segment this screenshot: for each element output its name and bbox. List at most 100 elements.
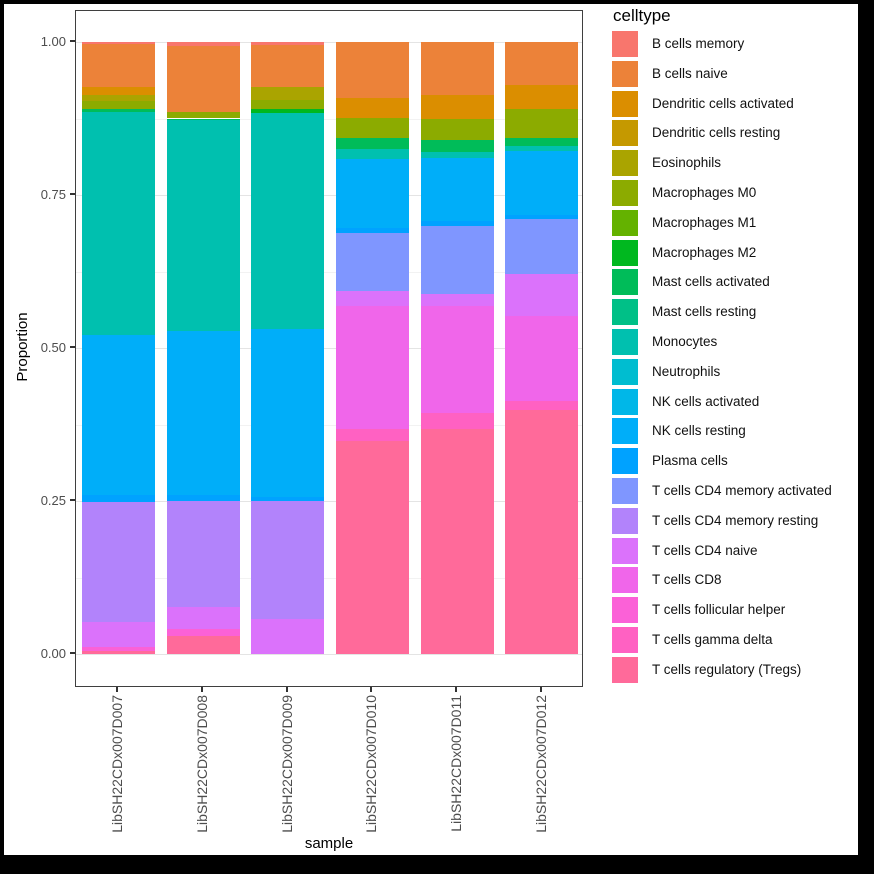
bar-segment — [335, 98, 409, 118]
bar-segment — [335, 138, 409, 150]
bar-segment — [251, 109, 325, 113]
bar-segment — [335, 117, 409, 139]
y-tick-mark — [70, 652, 75, 654]
gridline-major — [76, 654, 582, 655]
legend-item-label: T cells CD4 memory resting — [652, 512, 819, 528]
bar-segment — [166, 606, 240, 629]
stacked-bar — [166, 11, 240, 686]
legend-key — [612, 120, 638, 147]
legend-key — [612, 239, 638, 266]
gridline-minor — [76, 424, 582, 426]
legend-key — [612, 60, 638, 87]
stacked-bar — [81, 11, 155, 686]
bar-segment — [335, 291, 409, 306]
x-tick-mark — [455, 687, 457, 692]
bar-segment — [166, 501, 240, 607]
legend-key — [612, 597, 638, 624]
x-tick-mark — [285, 687, 288, 692]
gridline-minor — [76, 271, 582, 273]
legend-key — [612, 299, 638, 326]
legend-item-label: Dendritic cells resting — [652, 125, 781, 141]
bar-segment — [335, 158, 409, 229]
bar-segment — [505, 150, 579, 216]
bar-segment — [166, 118, 240, 121]
gridline-major — [76, 195, 582, 196]
legend-item-label: T cells CD4 memory activated — [652, 483, 832, 498]
legend-item-label: Mast cells resting — [652, 304, 757, 320]
y-tick-mark — [70, 499, 75, 501]
legend-item-label: T cells CD4 naive — [652, 542, 758, 558]
x-tick-mark — [116, 687, 119, 692]
bar-segment — [505, 409, 579, 654]
bar-segment — [420, 95, 494, 120]
bar-segment — [251, 87, 325, 100]
bar-segment — [335, 441, 409, 654]
stacked-bar — [505, 11, 579, 686]
legend-item-label: Macrophages M1 — [652, 214, 757, 230]
legend-key — [612, 507, 638, 534]
legend-item-label: Mast cells activated — [652, 274, 770, 290]
bar-segment — [166, 494, 240, 501]
bar-segment — [420, 158, 494, 221]
legend-key — [612, 388, 638, 415]
y-tick-label: 0.00 — [40, 646, 66, 661]
legend-key — [612, 90, 638, 117]
bar-segment — [335, 232, 409, 292]
bar-segment — [81, 334, 155, 496]
bar-segment — [81, 44, 155, 88]
bar-segment — [81, 94, 155, 102]
legend-item-label: T cells regulatory (Tregs) — [652, 661, 802, 677]
bar-segment — [251, 619, 325, 654]
legend-item-label: T cells follicular helper — [652, 602, 786, 618]
bar-segment — [420, 226, 494, 295]
stacked-bar — [251, 11, 325, 686]
legend-key — [612, 627, 638, 653]
y-tick-label: 0.25 — [40, 493, 66, 508]
bar-segment — [81, 650, 155, 654]
bar-segment — [505, 218, 579, 274]
legend-item-label: Neutrophils — [652, 363, 721, 379]
bar-segment — [335, 305, 409, 429]
stacked-bar — [420, 11, 494, 686]
x-tick-mark — [201, 687, 203, 692]
y-tick-label: 1.00 — [40, 34, 66, 49]
legend-item-label: Macrophages M2 — [652, 244, 757, 260]
legend-key — [612, 269, 638, 296]
bar-segment — [251, 329, 325, 497]
y-tick-mark — [70, 40, 75, 42]
gridline-major — [76, 42, 582, 43]
bar-segment — [81, 621, 155, 647]
x-tick-mark — [370, 687, 373, 692]
bar-segment — [420, 428, 494, 654]
legend-item-label: Eosinophils — [652, 155, 722, 171]
x-axis-title: sample — [304, 835, 354, 852]
bar-segment — [251, 112, 325, 330]
bar-segment — [335, 228, 409, 233]
legend-key — [612, 478, 638, 504]
bar-segment — [166, 636, 240, 654]
x-tick-mark — [539, 687, 542, 692]
legend-key — [612, 150, 638, 177]
y-axis-title: Proportion — [14, 312, 31, 382]
bar-segment — [505, 146, 579, 151]
legend-item-label: Monocytes — [652, 334, 718, 349]
bar-segment — [166, 46, 240, 113]
bar-segment — [335, 42, 409, 99]
gridline-major — [76, 348, 582, 349]
legend-item-label: B cells naive — [652, 65, 728, 81]
bar-segment — [81, 111, 155, 335]
bar-segment — [81, 108, 155, 112]
legend-item-label: T cells gamma delta — [652, 632, 773, 647]
bar-segment — [251, 501, 325, 620]
bar-segment — [505, 84, 579, 109]
legend-key — [612, 31, 638, 57]
bar-segment — [81, 495, 155, 502]
legend-key — [612, 358, 638, 385]
gridline-major — [76, 501, 582, 502]
bar-segment — [166, 628, 240, 637]
legend-key — [612, 329, 638, 355]
bar-segment — [505, 273, 579, 317]
bar-segment — [420, 152, 494, 159]
bar-segment — [505, 401, 579, 410]
bar-segment — [81, 101, 155, 109]
